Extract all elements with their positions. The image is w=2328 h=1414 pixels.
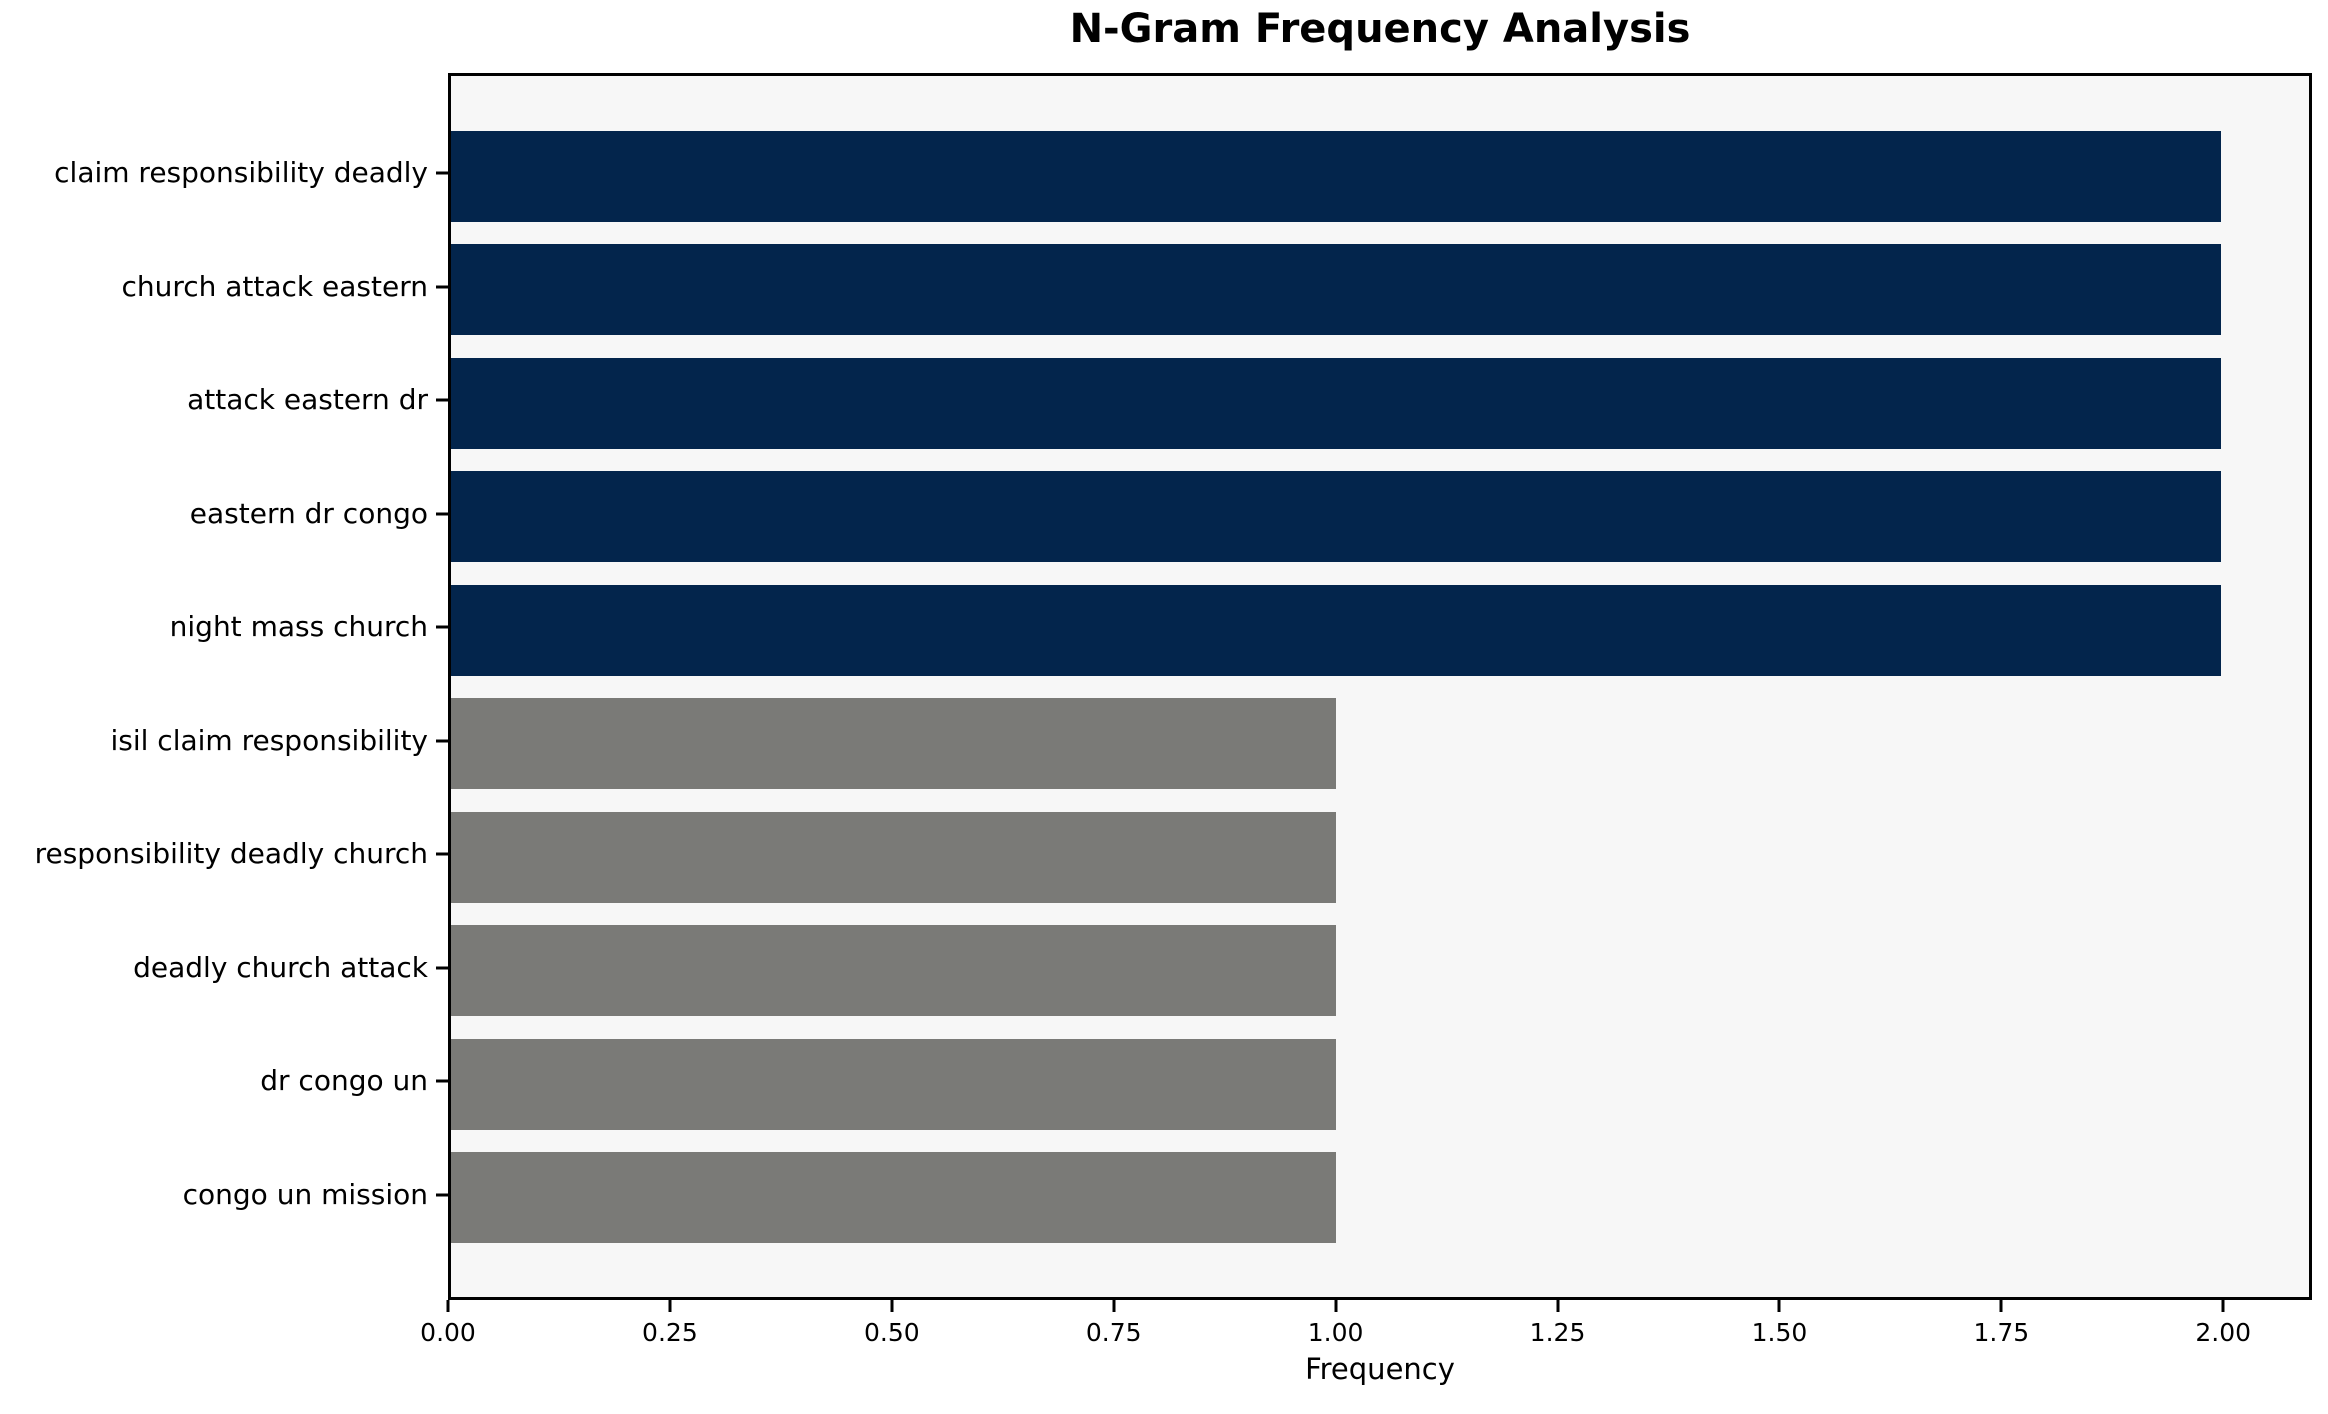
bar <box>451 130 2221 222</box>
x-tick-label: 0.00 <box>420 1318 476 1347</box>
y-tick-mark <box>436 398 448 402</box>
bar <box>451 925 1336 1016</box>
y-tick-label: dr congo un <box>260 1064 428 1097</box>
x-tick-mark <box>1556 1300 1560 1312</box>
chart-title: N-Gram Frequency Analysis <box>1069 6 1691 52</box>
y-tick-label: claim responsibility deadly <box>54 156 428 189</box>
bar <box>451 584 2221 676</box>
y-tick-label: responsibility deadly church <box>34 837 428 870</box>
y-tick-label: church attack eastern <box>121 269 428 303</box>
x-tick-label: 1.25 <box>1529 1318 1586 1347</box>
plot-area <box>448 73 2312 1300</box>
x-tick-mark <box>446 1300 450 1312</box>
y-tick-label: deadly church attack <box>133 950 428 984</box>
y-tick-label: isil claim responsibility <box>110 723 428 757</box>
y-tick-mark <box>436 285 448 288</box>
bar <box>451 357 2221 449</box>
y-tick-mark <box>436 171 448 175</box>
y-tick-mark <box>436 966 448 969</box>
x-tick-label: 2.00 <box>2195 1318 2252 1347</box>
bar <box>451 1152 1336 1243</box>
x-tick-label: 0.25 <box>642 1318 698 1347</box>
x-tick-mark <box>1112 1300 1116 1312</box>
x-tick-mark <box>890 1300 894 1312</box>
bar <box>451 1038 1336 1130</box>
x-tick-label: 0.50 <box>863 1318 920 1347</box>
x-axis-title: Frequency <box>1305 1352 1455 1386</box>
x-tick-label: 1.50 <box>1751 1318 1808 1347</box>
y-tick-mark <box>436 625 448 629</box>
y-tick-mark <box>436 1193 448 1196</box>
x-tick-label: 1.75 <box>1973 1318 2030 1347</box>
y-tick-label: congo un mission <box>182 1177 428 1211</box>
x-tick-mark <box>2221 1300 2225 1312</box>
y-tick-mark <box>436 512 448 515</box>
x-tick-label: 0.75 <box>1085 1318 1142 1347</box>
bar <box>451 471 2221 562</box>
bar <box>451 698 1336 789</box>
x-tick-mark <box>1999 1300 2003 1312</box>
x-tick-mark <box>1334 1300 1338 1312</box>
bar <box>451 244 2221 335</box>
y-tick-label: night mass church <box>169 610 428 643</box>
y-tick-label: eastern dr congo <box>189 496 428 530</box>
y-tick-label: attack eastern dr <box>187 383 428 416</box>
y-tick-mark <box>436 739 448 742</box>
bar <box>451 811 1336 903</box>
y-tick-mark <box>436 852 448 856</box>
x-tick-mark <box>668 1300 672 1312</box>
x-tick-label: 1.00 <box>1307 1318 1364 1347</box>
y-tick-mark <box>436 1079 448 1083</box>
x-tick-mark <box>1777 1300 1781 1312</box>
